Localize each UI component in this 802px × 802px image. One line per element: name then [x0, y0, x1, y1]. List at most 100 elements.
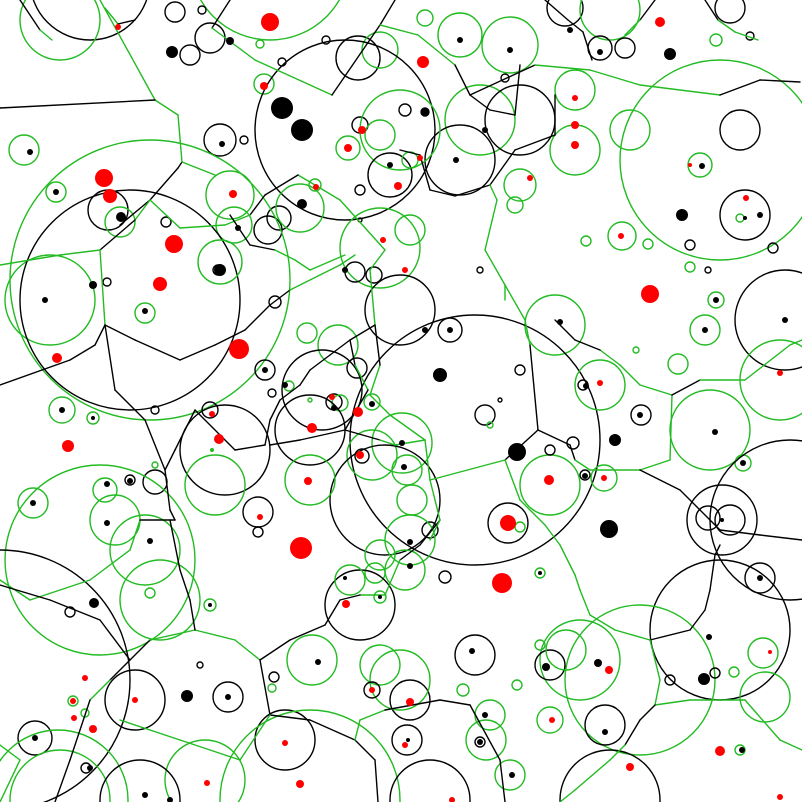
cell-circle — [255, 39, 265, 49]
site-point — [582, 473, 588, 479]
site-point — [271, 97, 293, 119]
cell-boundary — [269, 399, 281, 421]
site-point — [89, 725, 97, 733]
cell-boundary — [39, 29, 53, 41]
cell-circle — [487, 502, 529, 544]
cell-circle — [476, 266, 484, 274]
cell-circle — [684, 239, 696, 251]
cell-boundary — [699, 509, 721, 531]
cell-circle — [254, 359, 276, 381]
cell-boundary — [589, 614, 616, 631]
cell-boundary — [99, 219, 136, 251]
cell-boundary — [154, 99, 179, 116]
cell-circle — [394, 214, 426, 246]
cell-boundary — [177, 161, 183, 169]
cell-boundary — [654, 679, 661, 706]
cell-circle — [486, 421, 494, 429]
cell-boundary — [249, 244, 276, 251]
cell-circle — [456, 683, 470, 697]
cell-circle — [321, 35, 331, 45]
cell-boundary — [719, 529, 761, 536]
site-point — [768, 650, 772, 654]
cell-boundary — [179, 224, 226, 229]
site-point — [59, 407, 65, 413]
cell-boundary — [164, 449, 176, 471]
site-point — [618, 233, 624, 239]
site-point — [313, 184, 319, 190]
cell-boundary — [399, 544, 421, 561]
cell-boundary — [129, 639, 151, 661]
cell-circle — [514, 364, 526, 376]
cell-boundary — [424, 439, 431, 481]
cell-boundary — [639, 0, 656, 21]
site-point — [447, 327, 453, 333]
site-point — [147, 538, 153, 544]
site-point — [30, 500, 36, 506]
site-point — [82, 675, 88, 681]
cell-boundary — [649, 639, 661, 681]
cell-circle — [364, 274, 436, 346]
site-point — [605, 666, 613, 674]
cell-circle — [579, 469, 591, 481]
cell-circle — [363, 681, 381, 699]
site-point — [401, 464, 407, 470]
site-point — [282, 740, 288, 746]
cell-circle — [317, 324, 359, 366]
cell-circle — [179, 44, 201, 66]
cell-circle — [4, 254, 96, 346]
cell-circle — [184, 454, 246, 516]
cell-boundary — [19, 0, 41, 31]
site-point — [720, 518, 724, 522]
cell-boundary — [579, 589, 591, 616]
site-point — [103, 189, 117, 203]
cell-circle — [307, 397, 313, 403]
cell-circle — [714, 0, 746, 24]
cell-boundary — [269, 714, 311, 721]
cell-boundary — [344, 429, 381, 441]
site-point — [417, 56, 429, 68]
cell-circle — [747, 637, 779, 669]
cell-boundary — [214, 329, 246, 346]
cell-circle — [465, 719, 507, 761]
cell-circle — [363, 393, 381, 411]
cell-circle — [205, 170, 255, 220]
cell-boundary — [339, 199, 386, 251]
cell-boundary — [194, 629, 236, 641]
cell-boundary — [149, 199, 181, 229]
cell-circle — [695, 505, 721, 531]
cell-boundary — [104, 324, 116, 391]
site-point — [583, 383, 589, 389]
cell-boundary — [389, 414, 426, 441]
cell-boundary — [134, 199, 151, 221]
cell-boundary — [369, 249, 386, 271]
cell-circle — [281, 349, 363, 431]
site-point — [257, 514, 263, 520]
cell-circle — [254, 709, 316, 771]
cell-boundary — [239, 714, 271, 761]
site-point — [296, 780, 304, 788]
cell-boundary — [484, 199, 498, 251]
cell-circle — [689, 314, 721, 346]
cell-circle — [719, 189, 771, 241]
cell-boundary — [149, 167, 179, 201]
cell-boundary — [259, 659, 271, 716]
site-point — [262, 367, 268, 373]
cell-boundary — [129, 519, 141, 551]
cell-circle — [212, 681, 244, 713]
site-point — [399, 440, 405, 446]
cell-boundary — [299, 369, 311, 386]
cell-boundary — [49, 599, 101, 621]
cell-boundary — [297, 174, 316, 186]
cell-circle — [266, 205, 292, 231]
site-point — [70, 698, 76, 704]
cell-boundary — [379, 0, 396, 26]
site-point — [214, 264, 226, 276]
cell-boundary — [489, 109, 516, 116]
site-point — [369, 687, 375, 693]
cell-circle — [64, 606, 76, 618]
cell-circle — [196, 661, 204, 669]
cell-boundary — [419, 519, 441, 546]
cell-boundary — [294, 259, 311, 271]
